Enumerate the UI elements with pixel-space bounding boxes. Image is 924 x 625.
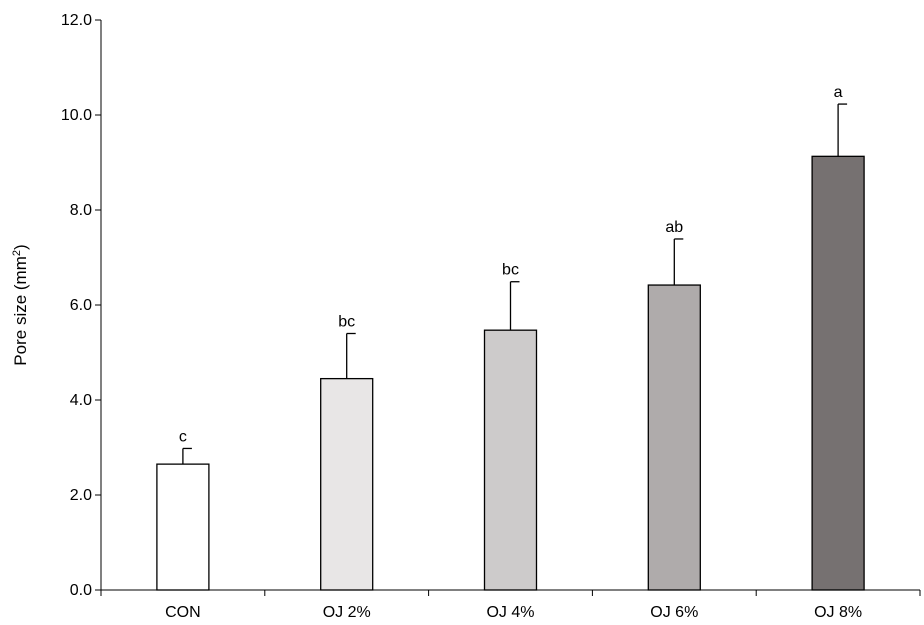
significance-label: bc [338,314,355,331]
x-tick-label: OJ 2% [323,604,371,621]
bar [483,329,538,591]
y-tick-label: 6.0 [70,297,92,314]
plot-area: 0.0 2.0 4.0 6.0 8.0 10.0 12.0 c CON bc OJ 2% bc OJ 4… [61,12,921,621]
y-tick-label: 10.0 [61,107,92,124]
x-tick-label: OJ 4% [486,604,534,621]
bar [156,463,210,591]
bar [320,377,374,591]
x-tick-label: CON [165,604,201,621]
y-axis-title: Pore size (mm2) [11,244,30,365]
significance-label: a [834,84,843,101]
significance-label: ab [665,219,683,236]
y-axis-title-superscript: 2 [11,250,23,256]
y-tick-label: 4.0 [70,392,92,409]
significance-label: bc [502,262,519,279]
x-tick-label: OJ 6% [650,604,698,621]
y-axis-title-main: Pore size (mm [11,256,30,366]
y-tick-label: 2.0 [70,487,92,504]
y-tick-label: 0.0 [70,582,92,599]
x-tick-label: OJ 8% [814,604,862,621]
y-tick-label: 12.0 [61,12,92,29]
y-tick-label: 8.0 [70,202,92,219]
bar [811,155,865,591]
significance-label: c [179,428,187,445]
bar [647,284,701,591]
y-axis-title-suffix: ) [11,244,30,250]
